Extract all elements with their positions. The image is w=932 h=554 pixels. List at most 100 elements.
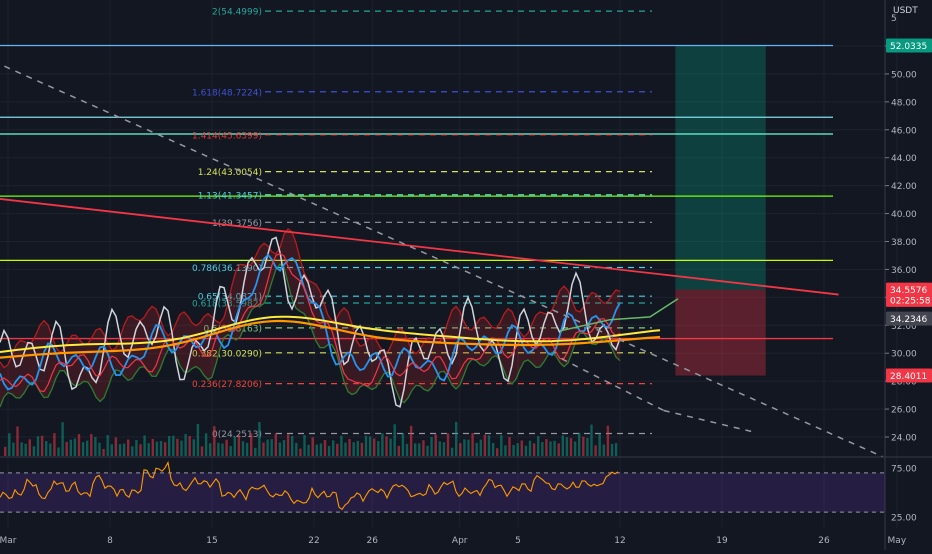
volume-bar: [467, 439, 470, 456]
volume-bar: [270, 439, 273, 456]
volume-bar: [168, 435, 171, 456]
currency-label[interactable]: USDT: [893, 6, 918, 16]
volume-bar: [405, 443, 409, 456]
volume-bar: [332, 440, 335, 456]
volume-bar: [389, 438, 392, 456]
fib-label-3: 1.24(43.0054): [198, 168, 262, 178]
cloud-upper: [0, 227, 621, 369]
volume-bar: [28, 439, 31, 456]
volume-bar: [45, 441, 48, 456]
fib-label-10: 0.382(30.0290): [192, 349, 262, 359]
volume-bar: [569, 438, 573, 456]
fib-label-6: 0.786(36.1390): [192, 264, 262, 274]
volume-bar: [401, 433, 405, 456]
volume-bar: [364, 435, 368, 456]
volume-bar: [594, 445, 597, 456]
volume-bar: [327, 445, 331, 456]
volume-bar: [180, 440, 183, 456]
volume-bar: [102, 448, 105, 456]
price-tick-label: 44.00: [891, 154, 917, 164]
price-tag-bg-4: [886, 368, 932, 383]
volume-bar: [233, 436, 236, 456]
volume-bar: [147, 443, 150, 456]
price-tick-label: 30.00: [891, 350, 917, 360]
volume-bar: [262, 442, 265, 456]
volume-bar: [377, 441, 380, 456]
price-tick-label: 40.00: [891, 210, 917, 220]
volume-bar: [65, 441, 68, 456]
volume-bar: [373, 438, 376, 456]
volume-bar: [459, 443, 462, 456]
volume-bar: [356, 440, 359, 456]
trendlines[interactable]: [0, 61, 883, 458]
volume-bar: [430, 437, 433, 456]
volume-bar: [213, 426, 216, 456]
volume-bar: [422, 440, 425, 456]
volume-bar: [16, 426, 19, 456]
rsi-tick-label: 25.00: [891, 514, 917, 524]
time-label-8: 19: [716, 536, 728, 546]
volume-bar: [409, 425, 413, 456]
volume-bar: [414, 443, 417, 456]
time-label-7: 12: [614, 536, 625, 546]
time-label-5: Apr: [452, 536, 468, 546]
volume-bar: [549, 441, 552, 456]
volume-bar: [598, 433, 601, 456]
fib-label-2: 1.414(45.6399): [192, 131, 262, 141]
price-tick-label: 50.00: [891, 70, 917, 80]
volume-bar: [496, 448, 499, 456]
price-tick-label: 36.00: [891, 266, 917, 276]
rsi-line: [0, 460, 619, 511]
time-axis[interactable]: Mar 8 15 22 26 Apr 5 12 19 26 May: [0, 536, 907, 546]
volume-bar: [381, 433, 384, 456]
volume-bar: [229, 446, 232, 456]
volume-bar: [155, 441, 159, 456]
volume-bar: [254, 447, 257, 456]
volume-bar: [291, 436, 294, 456]
volume-bar: [118, 444, 122, 456]
time-label-2: 15: [206, 536, 217, 546]
volume-bar: [192, 439, 195, 456]
volume-bar: [483, 434, 487, 456]
price-tick-label: 42.00: [891, 182, 917, 192]
volume-bar: [446, 433, 450, 456]
volume-bar: [24, 443, 27, 456]
volume-bar: [500, 435, 503, 456]
volume-bar: [274, 433, 277, 456]
volume-bar: [520, 440, 523, 456]
price-tick-label: 32.00: [891, 322, 917, 332]
fib-label-0: 2(54.4999): [212, 8, 262, 18]
volume-bar: [368, 436, 372, 456]
volume-bar: [61, 422, 64, 456]
volume-bar: [127, 439, 130, 456]
volume-bar: [532, 443, 536, 456]
volume-bar: [352, 442, 355, 456]
volume-bar: [578, 432, 581, 456]
volume-bar: [73, 438, 77, 456]
volume-bar: [463, 439, 466, 456]
volume-bar: [426, 445, 429, 456]
rsi-pane[interactable]: [0, 460, 885, 513]
price-axis[interactable]: 52.0050.0048.0046.0044.0042.0040.0038.00…: [885, 14, 917, 524]
long-position-tool[interactable]: [675, 45, 766, 376]
volume-bar: [614, 443, 618, 456]
volume-bar: [40, 435, 44, 456]
volume-bar: [393, 424, 396, 456]
volume-bar: [139, 444, 142, 456]
volume-bar: [438, 441, 441, 456]
volume-bar: [323, 439, 327, 456]
volume-bar: [348, 438, 351, 456]
volume-bar: [32, 446, 36, 456]
volume-bar: [282, 440, 286, 456]
volume-bar: [385, 436, 388, 456]
volume-bar: [241, 441, 245, 456]
volume-bar: [303, 435, 306, 456]
volume-bar: [221, 443, 224, 456]
volume-bar: [106, 435, 109, 456]
volume-bar: [184, 434, 187, 456]
price-tag-bg-2: [886, 292, 932, 307]
volume-bar: [8, 433, 11, 456]
volume-bar: [590, 424, 593, 456]
